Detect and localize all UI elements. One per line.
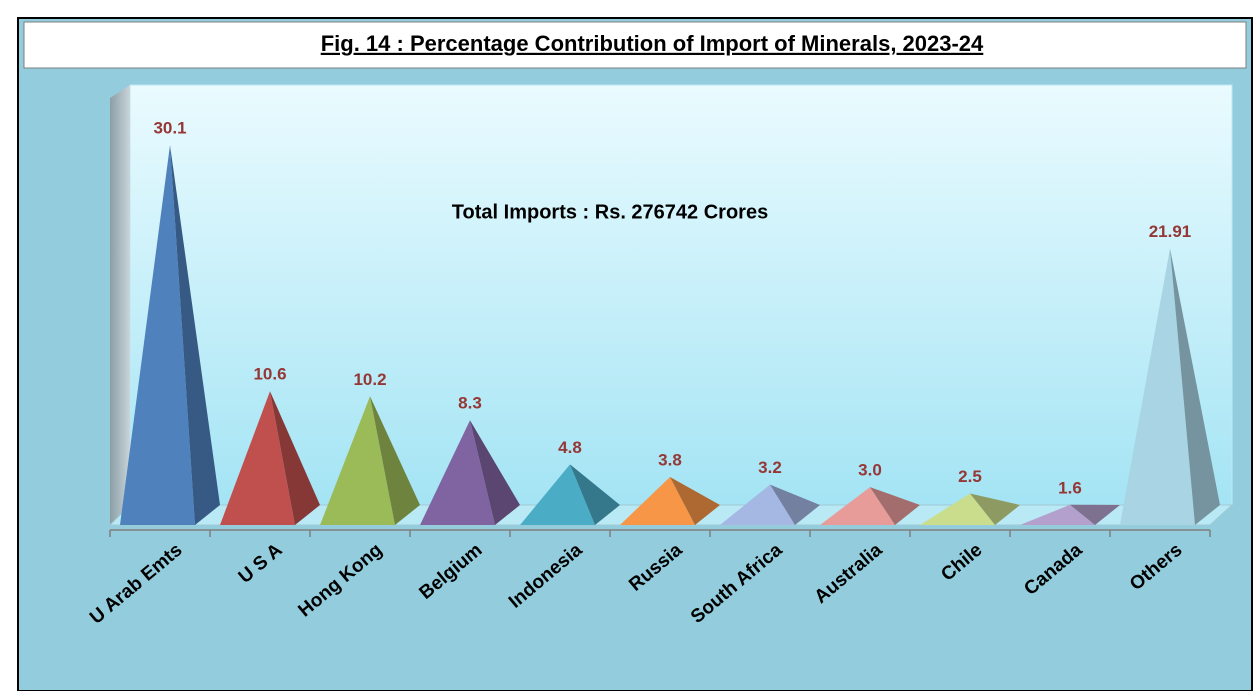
value-label: 2.5 [958, 467, 982, 486]
pyramid [220, 391, 320, 525]
value-label: 4.8 [558, 438, 582, 457]
pyramid-front [1020, 504, 1095, 525]
pyramid [720, 484, 820, 525]
value-label: 1.6 [1058, 478, 1082, 497]
value-label: 3.0 [858, 461, 882, 480]
chart-title: Fig. 14 : Percentage Contribution of Imp… [321, 31, 984, 56]
pyramid [420, 420, 520, 525]
value-label: 10.6 [253, 365, 286, 384]
pyramid-front [920, 493, 995, 525]
pyramid-side [670, 477, 720, 525]
value-label: 3.2 [758, 458, 782, 477]
value-label: 3.8 [658, 451, 682, 470]
pyramid [820, 487, 920, 525]
pyramid-side [970, 493, 1020, 525]
value-label: 21.91 [1149, 222, 1192, 241]
back-wall [129, 84, 1233, 506]
pyramid-front [720, 484, 795, 525]
pyramid [320, 396, 420, 525]
pyramid-front [620, 477, 695, 525]
value-label: 10.2 [353, 370, 386, 389]
pyramid-side [1070, 504, 1120, 525]
pyramid-side [470, 420, 520, 525]
side-wall [110, 85, 130, 525]
pyramid-side [1170, 248, 1220, 526]
pyramid [1120, 248, 1220, 526]
pyramid-front [220, 391, 295, 525]
pyramid-front [520, 464, 595, 525]
pyramid-side [170, 145, 220, 525]
pyramid [620, 477, 720, 525]
title-box [23, 21, 1247, 69]
pyramid [520, 464, 620, 525]
pyramid-side [570, 464, 620, 525]
pyramid [120, 145, 220, 525]
annotation: Total Imports : Rs. 276742 Crores [452, 201, 768, 223]
pyramid-side [370, 396, 420, 525]
pyramid-side [870, 487, 920, 525]
pyramid-side [770, 484, 820, 525]
value-label: 30.1 [153, 119, 186, 138]
pyramid-side [270, 391, 320, 525]
value-label: 8.3 [458, 394, 482, 413]
pyramid [1020, 504, 1120, 525]
pyramid-front [420, 420, 495, 525]
pyramid [920, 493, 1020, 525]
